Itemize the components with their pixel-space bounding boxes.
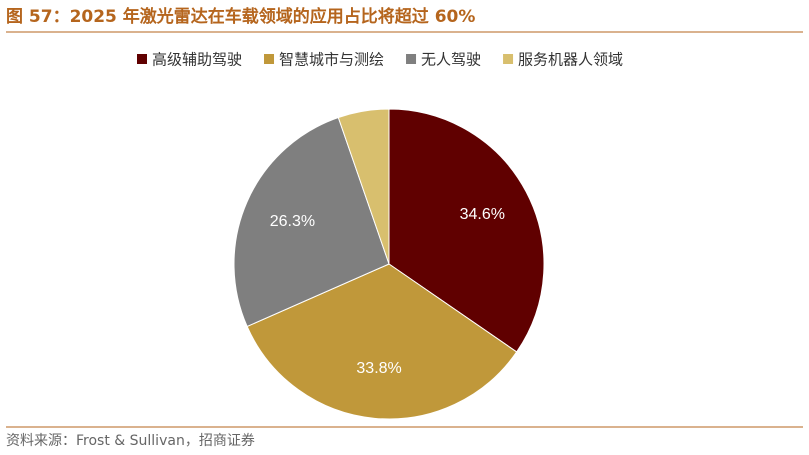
legend-swatch [503,54,514,64]
source: 资料来源：Frost & Sullivan，招商证券 [6,433,255,449]
legend-label: 服务机器人领域 [518,51,623,69]
pie-slice [246,263,518,420]
pie-slice [337,108,390,265]
chart-title: 图 57：2025 年激光雷达在车载领域的应用占比将超过 60% [6,6,475,27]
legend-label: 智慧城市与测绘 [279,51,384,69]
pie-slice [388,108,545,353]
legend-label: 高级辅助驾驶 [152,51,242,69]
value-label: 26.3% [270,213,315,230]
legend-swatch [264,54,275,64]
legend-swatch [406,54,417,64]
legend-swatch [137,54,147,64]
legend-label: 无人驾驶 [421,51,481,69]
pie-slice [233,116,390,328]
value-label: 33.8% [356,360,401,377]
value-label: 34.6% [460,206,505,223]
